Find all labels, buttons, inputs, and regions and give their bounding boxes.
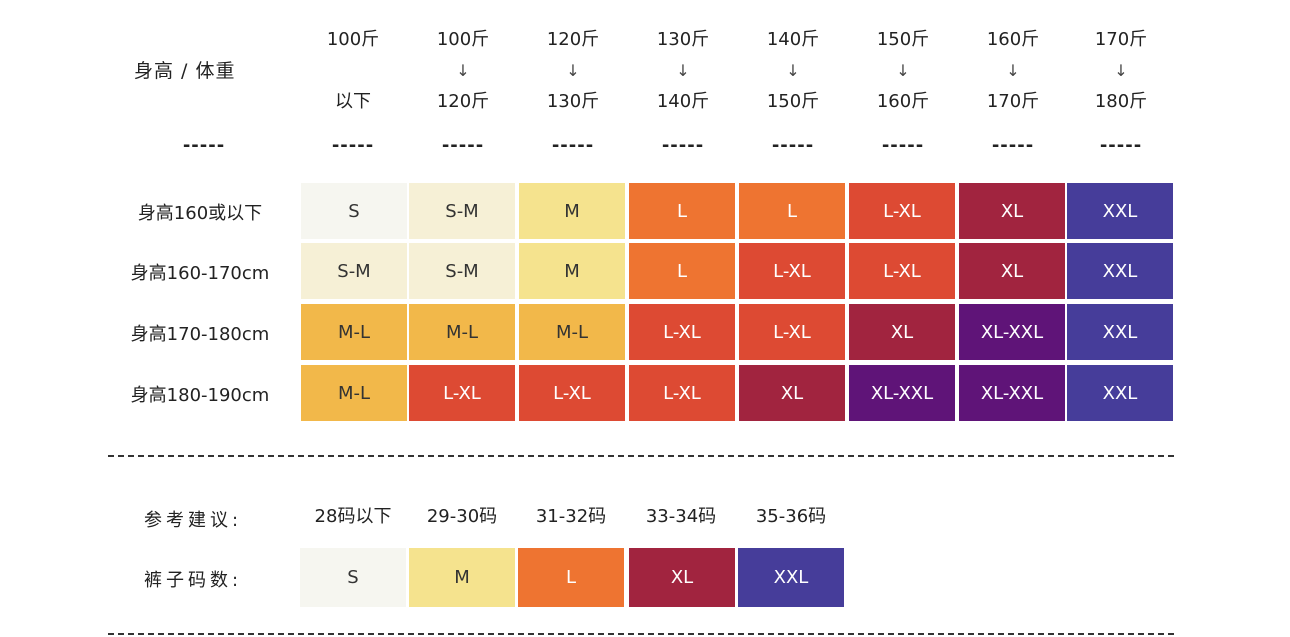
- pants-size-cell: XXL: [738, 548, 844, 607]
- height-row-label: 身高160-170cm: [130, 263, 270, 284]
- divider-bottom: [108, 633, 1174, 635]
- size-cell: L: [629, 243, 735, 299]
- size-cell: XL-XXL: [849, 365, 955, 421]
- size-cell: L-XL: [739, 243, 845, 299]
- dash-separator: -----: [991, 135, 1035, 156]
- size-cell: L: [629, 183, 735, 239]
- size-cell: M-L: [519, 304, 625, 360]
- weight-range-bottom: 170斤: [986, 91, 1040, 112]
- size-cell: XL-XXL: [959, 365, 1065, 421]
- weight-column-header: 120斤 ↓ 130斤: [523, 24, 623, 117]
- size-cell: XXL: [1067, 304, 1173, 360]
- size-cell: L-XL: [739, 304, 845, 360]
- dash-separator: -----: [661, 135, 705, 156]
- divider-top: [108, 455, 1174, 457]
- size-cell: M-L: [301, 304, 407, 360]
- size-cell: L: [739, 183, 845, 239]
- weight-column-header: 160斤 ↓ 170斤: [963, 24, 1063, 117]
- dash-separator: -----: [551, 135, 595, 156]
- weight-range-top: 170斤: [1094, 29, 1148, 50]
- weight-column-header: 100斤 ↓ 120斤: [413, 24, 513, 117]
- weight-range-bottom: 120斤: [436, 91, 490, 112]
- size-cell: M: [519, 183, 625, 239]
- weight-range-bottom: 140斤: [656, 91, 710, 112]
- size-cell: XL: [849, 304, 955, 360]
- size-cell: L-XL: [849, 183, 955, 239]
- size-cell: XL-XXL: [959, 304, 1065, 360]
- size-cell: XL: [739, 365, 845, 421]
- weight-range-bottom: 以下: [335, 91, 371, 112]
- dash-separator: -----: [331, 135, 375, 156]
- pants-code-range: 29-30码: [426, 506, 498, 527]
- pants-size-cell: M: [409, 548, 515, 607]
- pants-code-range: 35-36码: [755, 506, 827, 527]
- down-arrow-icon: ↓: [896, 61, 910, 80]
- size-cell: L-XL: [519, 365, 625, 421]
- size-cell: M-L: [301, 365, 407, 421]
- pants-code-range: 31-32码: [535, 506, 607, 527]
- pants-size-cell: L: [518, 548, 624, 607]
- weight-column-header: 100斤 以下: [303, 24, 403, 117]
- weight-range-top: 140斤: [766, 29, 820, 50]
- weight-range-top: 120斤: [546, 29, 600, 50]
- size-cell: XXL: [1067, 243, 1173, 299]
- weight-column-header: 170斤 ↓ 180斤: [1071, 24, 1171, 117]
- down-arrow-icon: ↓: [456, 61, 470, 80]
- pants-code-range: 33-34码: [645, 506, 717, 527]
- size-cell: XXL: [1067, 365, 1173, 421]
- weight-range-top: 130斤: [656, 29, 710, 50]
- dash-separator: -----: [881, 135, 925, 156]
- reference-label: 参考建议:: [144, 510, 243, 531]
- size-cell: S: [301, 183, 407, 239]
- down-arrow-icon: ↓: [566, 61, 580, 80]
- weight-range-top: 100斤: [326, 29, 380, 50]
- weight-column-header: 130斤 ↓ 140斤: [633, 24, 733, 117]
- size-cell: M: [519, 243, 625, 299]
- size-cell: XL: [959, 243, 1065, 299]
- size-cell: L-XL: [409, 365, 515, 421]
- down-arrow-icon: ↓: [1114, 61, 1128, 80]
- pants-size-cell: XL: [629, 548, 735, 607]
- size-cell: XXL: [1067, 183, 1173, 239]
- weight-range-top: 160斤: [986, 29, 1040, 50]
- weight-range-top: 150斤: [876, 29, 930, 50]
- weight-range-bottom: 160斤: [876, 91, 930, 112]
- down-arrow-icon: ↓: [786, 61, 800, 80]
- weight-range-bottom: 180斤: [1094, 91, 1148, 112]
- dash-separator: -----: [771, 135, 815, 156]
- size-cell: S-M: [409, 243, 515, 299]
- size-cell: S-M: [409, 183, 515, 239]
- dash-separator: -----: [182, 135, 226, 156]
- size-cell: S-M: [301, 243, 407, 299]
- pants-code-range: 28码以下: [314, 506, 392, 527]
- dash-separator: -----: [1099, 135, 1143, 156]
- dash-separator: -----: [441, 135, 485, 156]
- weight-column-header: 150斤 ↓ 160斤: [853, 24, 953, 117]
- down-arrow-icon: ↓: [676, 61, 690, 80]
- size-cell: M-L: [409, 304, 515, 360]
- height-row-label: 身高170-180cm: [130, 324, 270, 345]
- size-cell: XL: [959, 183, 1065, 239]
- pants-size-cell: S: [300, 548, 406, 607]
- down-arrow-icon: ↓: [1006, 61, 1020, 80]
- weight-column-header: 140斤 ↓ 150斤: [743, 24, 843, 117]
- size-cell: L-XL: [849, 243, 955, 299]
- down-arrow-icon: [303, 55, 403, 86]
- size-cell: L-XL: [629, 365, 735, 421]
- weight-range-bottom: 130斤: [546, 91, 600, 112]
- height-row-label: 身高180-190cm: [130, 385, 270, 406]
- corner-label: 身高 / 体重: [134, 60, 236, 82]
- height-row-label: 身高160或以下: [137, 203, 263, 224]
- weight-range-top: 100斤: [436, 29, 490, 50]
- weight-range-bottom: 150斤: [766, 91, 820, 112]
- size-cell: L-XL: [629, 304, 735, 360]
- pants-size-label: 裤子码数:: [144, 570, 243, 591]
